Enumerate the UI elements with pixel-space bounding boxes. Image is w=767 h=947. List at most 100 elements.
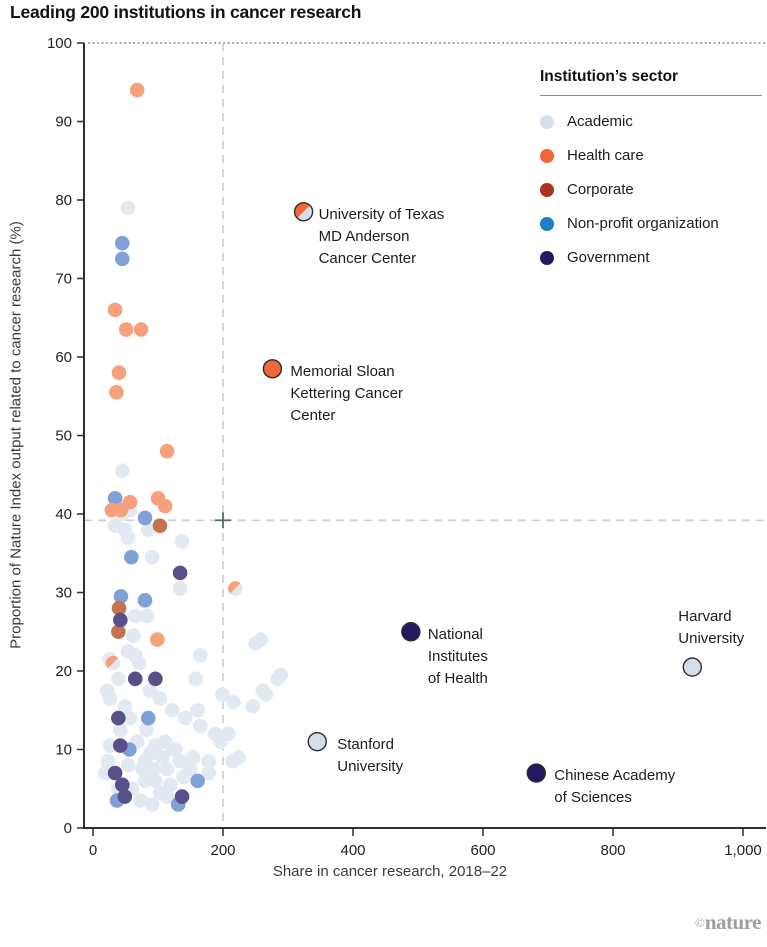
data-point — [114, 235, 130, 251]
data-point — [142, 746, 158, 761]
point-md-anderson — [293, 202, 314, 222]
legend-dot-government — [540, 250, 554, 265]
data-point — [133, 322, 149, 337]
data-point — [183, 761, 198, 777]
annotation-harvard: Harvard University — [678, 608, 745, 648]
data-point — [111, 624, 126, 640]
data-point — [185, 750, 201, 765]
annotation-cas: Chinese Academy of Sciences — [554, 767, 676, 807]
data-point — [159, 789, 175, 804]
data-point — [228, 581, 241, 594]
data-point — [192, 648, 208, 663]
data-point — [129, 82, 145, 98]
data-point — [172, 753, 188, 769]
copyright-icon: © — [694, 915, 705, 930]
y-tick-label: 10 — [55, 742, 72, 759]
x-tick-label: 200 — [210, 842, 235, 859]
legend-item-nonprofit: Non-profit organization — [540, 215, 762, 232]
data-point — [155, 750, 170, 765]
data-point — [107, 765, 123, 781]
annotation-nih: National Institutes of Health — [427, 625, 488, 687]
point-md-anderson — [294, 202, 310, 219]
legend-dot-nonprofit — [540, 216, 554, 231]
y-tick-label: 20 — [55, 663, 72, 680]
x-tick-label: 600 — [470, 842, 495, 859]
data-point — [113, 612, 128, 628]
data-point — [248, 636, 263, 651]
data-point — [137, 593, 153, 608]
data-point — [137, 510, 153, 526]
data-point — [117, 789, 133, 804]
legend-label: Academic — [567, 113, 633, 130]
y-tick-label: 50 — [55, 428, 72, 445]
data-point — [127, 671, 143, 687]
data-point — [190, 702, 205, 718]
data-point — [120, 530, 136, 545]
data-point — [100, 753, 116, 769]
data-point — [174, 789, 190, 804]
legend-label: Health care — [567, 147, 644, 164]
point-nih — [401, 622, 421, 642]
data-point — [113, 738, 128, 753]
legend-title: Institution’s sector — [540, 68, 762, 96]
data-point — [157, 498, 173, 514]
legend-dot-corporate — [540, 182, 554, 197]
data-point — [107, 302, 123, 318]
data-point — [142, 683, 158, 698]
data-point — [122, 710, 138, 726]
data-point — [226, 695, 241, 710]
data-point — [107, 491, 123, 506]
chart-title: Leading 200 institutions in cancer resea… — [10, 2, 362, 22]
data-point — [245, 699, 261, 714]
data-point — [144, 797, 160, 812]
data-point — [113, 722, 128, 738]
data-point — [113, 589, 129, 604]
nature-logo: nature — [704, 910, 762, 934]
data-point — [114, 463, 130, 479]
annotation-stanford: Stanford University — [337, 735, 404, 775]
data-point — [165, 702, 180, 718]
data-point — [102, 738, 118, 753]
nature-watermark: ©nature — [694, 910, 762, 935]
data-point — [139, 722, 154, 738]
data-point — [127, 608, 143, 624]
data-point — [172, 565, 188, 581]
data-point — [172, 581, 188, 596]
data-point — [144, 549, 160, 565]
legend-label: Government — [567, 249, 650, 266]
data-point — [114, 777, 130, 793]
data-point — [114, 251, 130, 267]
data-point — [111, 671, 126, 687]
data-point — [178, 710, 193, 726]
y-axis-label: Proportion of Nature Index output relate… — [7, 221, 25, 649]
data-point — [127, 648, 143, 663]
data-point — [150, 632, 165, 647]
data-point — [159, 443, 175, 459]
legend-item-health: Health care — [540, 147, 762, 164]
data-point — [111, 710, 126, 726]
data-point — [111, 365, 127, 381]
data-point — [159, 761, 175, 777]
data-point — [201, 765, 216, 781]
point-stanford — [307, 731, 327, 752]
legend-dot-health — [540, 148, 554, 163]
annotation-md-anderson: University of Texas MD Anderson Cancer C… — [318, 205, 445, 267]
legend-item-government: Government — [540, 249, 762, 266]
data-point — [192, 718, 208, 734]
point-harvard — [682, 657, 702, 677]
data-point — [124, 549, 139, 565]
data-point — [126, 628, 141, 643]
data-point — [220, 726, 236, 742]
data-point — [152, 518, 168, 534]
x-tick-label: 400 — [340, 842, 365, 859]
data-point — [148, 671, 163, 687]
data-point — [135, 761, 150, 777]
legend-label: Corporate — [567, 181, 634, 198]
x-tick-label: 1,000 — [724, 842, 762, 859]
data-point — [100, 683, 115, 698]
data-point — [104, 502, 120, 518]
data-point — [137, 773, 153, 789]
data-point — [117, 699, 133, 714]
